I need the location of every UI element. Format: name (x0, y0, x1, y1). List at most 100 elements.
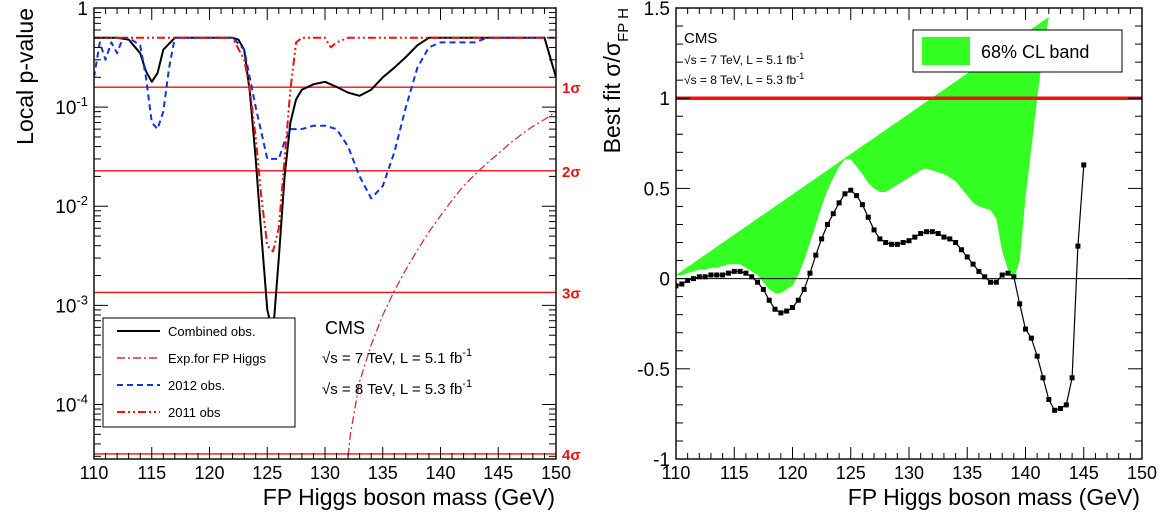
best-fit-point (679, 281, 685, 287)
y-tick-label: -1 (653, 450, 670, 471)
best-fit-point (795, 297, 801, 303)
best-fit-point (1075, 243, 1081, 249)
best-fit-point (766, 297, 772, 303)
best-fit-point (1063, 402, 1069, 408)
best-fit-point (953, 240, 959, 246)
best-fit-point (1023, 326, 1028, 332)
best-fit-point (1093, 0, 1098, 5)
x-tick-label: 125 (836, 463, 866, 483)
best-fit-point (1128, 0, 1133, 5)
best-fit-point (1122, 0, 1127, 5)
y-tick-label: 1 (77, 0, 88, 20)
left-cms-label: CMS (325, 318, 365, 338)
best-fit-point (906, 238, 912, 244)
series-line-2012-obs (94, 36, 556, 200)
legend-entry-combined: Combined obs. (168, 324, 255, 339)
best-fit-point (918, 231, 924, 236)
x-tick-label: 145 (1069, 463, 1099, 483)
best-fit-point (824, 221, 830, 227)
best-fit-point (999, 272, 1005, 278)
best-fit-point (801, 286, 807, 292)
best-fit-point (1134, 0, 1139, 5)
x-tick-label: 115 (720, 463, 749, 483)
best-fit-point (1017, 301, 1023, 307)
best-fit-point (749, 274, 755, 280)
sigma-label-4: 4σ (562, 447, 581, 464)
y-tick-label: 10-3 (55, 292, 88, 317)
confidence-band (676, 17, 1049, 293)
band-68cl (676, 17, 1049, 293)
best-fit-point (929, 229, 935, 235)
best-fit-point (1034, 353, 1040, 359)
best-fit-point (1105, 0, 1110, 5)
best-fit-point (912, 234, 918, 240)
best-fit-point (865, 214, 871, 220)
best-fit-point (848, 187, 854, 193)
y-tick-label: 0 (659, 270, 670, 291)
x-tick-label: 140 (425, 463, 455, 483)
x-tick-label: 110 (662, 463, 691, 483)
best-fit-point (813, 252, 819, 258)
best-fit-point (1081, 162, 1087, 168)
x-tick-label: 125 (252, 463, 282, 483)
x-tick-label: 115 (137, 463, 166, 483)
best-fit-point (1069, 375, 1075, 381)
best-fit-point (1040, 375, 1046, 381)
best-fit-point (690, 276, 696, 282)
best-fit-point (1110, 0, 1115, 5)
x-tick-label: 150 (1127, 463, 1157, 483)
right-energy-label-8tev: √s = 8 TeV, L = 5.3 fb-1 (684, 71, 804, 87)
left-x-ticks: 110 115 120 125 130 135 140 145 150 (80, 8, 571, 483)
best-fit-point (784, 308, 790, 314)
left-x-axis-label: FP Higgs boson mass (GeV) (263, 484, 555, 510)
right-cms-label: CMS (684, 30, 717, 47)
series-line-exp-for-fp-higgs (347, 111, 556, 459)
sigma-label-2: 2σ (562, 164, 581, 181)
best-fit-point (836, 200, 842, 206)
best-fit-point (976, 268, 982, 274)
series-line-2011-obs (94, 36, 556, 253)
best-fit-point (964, 254, 970, 260)
best-fit-point (737, 268, 743, 274)
best-fit-point (772, 306, 778, 312)
best-fit-point (708, 272, 714, 278)
best-fit-point (859, 202, 865, 208)
right-energy-label-7tev: √s = 7 TeV, L = 5.1 fb-1 (684, 51, 804, 67)
legend-entry-2012: 2012 obs. (168, 378, 225, 393)
right-x-axis-label: FP Higgs boson mass (GeV) (848, 484, 1140, 510)
best-fit-point (676, 283, 679, 289)
best-fit-point (894, 241, 900, 247)
y-tick-label: 10-4 (55, 391, 88, 416)
best-fit-point (720, 272, 726, 278)
series-line-combined-obs (94, 36, 556, 325)
best-fit-point (731, 268, 737, 274)
legend-box (102, 317, 296, 428)
best-fit-point (947, 236, 953, 242)
best-fit-point (871, 227, 877, 233)
best-fit-point (958, 247, 964, 253)
right-y-axis-label: Best fit σ/σFP H (599, 8, 632, 153)
best-fit-point (993, 279, 999, 285)
best-fit-point (1087, 0, 1092, 5)
best-fit-point (778, 310, 784, 316)
x-tick-label: 135 (952, 463, 982, 483)
left-legend: Combined obs. Exp.for FP Higgs 2012 obs.… (102, 317, 296, 428)
best-fit-point (877, 236, 883, 242)
best-fit-point (854, 193, 860, 199)
x-tick-label: 130 (310, 463, 340, 483)
legend-swatch-band (922, 37, 970, 65)
best-fit-point (1028, 335, 1034, 341)
y-tick-label: 0.5 (644, 179, 670, 200)
best-fit-point (725, 270, 731, 276)
y-tick-label: 10-2 (55, 193, 88, 218)
best-fit-point (790, 304, 795, 310)
best-fit-point (714, 272, 720, 278)
best-fit-point (760, 286, 766, 292)
best-fit-point (883, 240, 889, 246)
y-tick-label: 10-1 (55, 94, 88, 119)
right-x-ticks: 110 115 120 125 130 135 140 145 150 (662, 8, 1157, 483)
legend-entry-band: 68% CL band (981, 42, 1089, 62)
best-fit-point (988, 279, 994, 285)
